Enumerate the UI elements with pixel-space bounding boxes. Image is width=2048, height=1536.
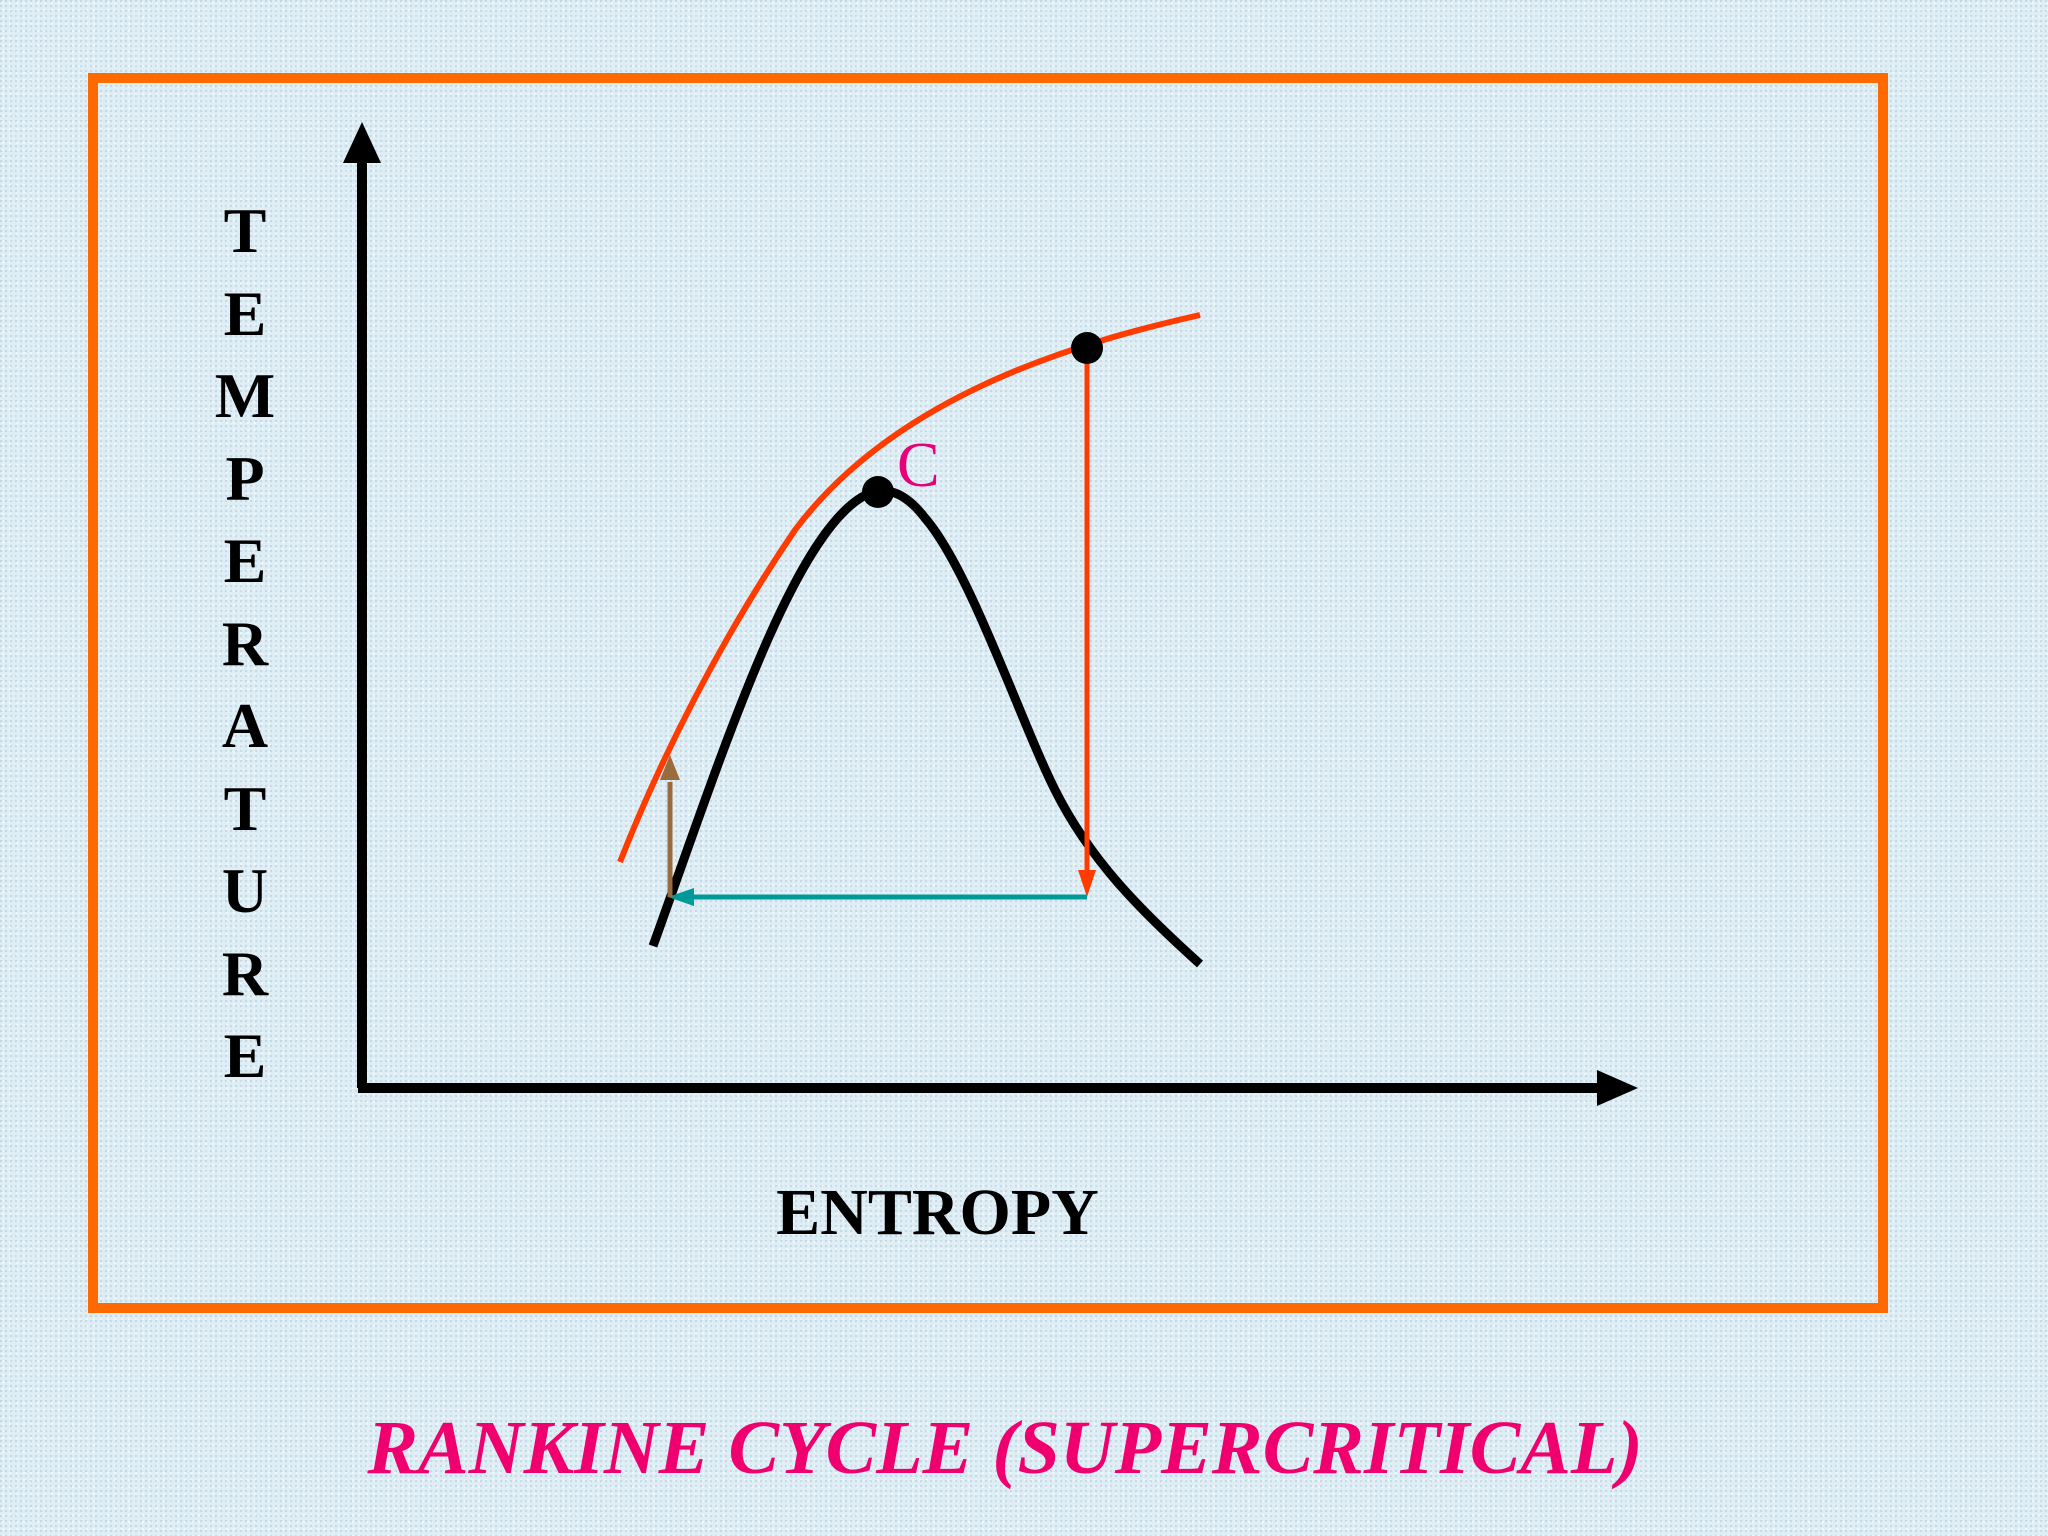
y-axis-label-letter: P bbox=[225, 442, 265, 514]
y-axis-label-letter: R bbox=[221, 937, 269, 1009]
y-axis-label-letter: R bbox=[221, 607, 269, 679]
x-axis-label: ENTROPY bbox=[776, 1176, 1099, 1249]
turbine-inlet-marker bbox=[1071, 332, 1103, 364]
y-axis-label-letter: E bbox=[223, 1020, 267, 1091]
y-axis-label-letter: A bbox=[221, 690, 269, 761]
y-axis-label-letter: T bbox=[223, 195, 267, 266]
y-axis-label-letter: T bbox=[223, 772, 267, 844]
critical-point-marker bbox=[862, 476, 894, 508]
y-axis-label-letter: E bbox=[223, 525, 267, 596]
x-axis-arrowhead bbox=[1597, 1070, 1638, 1106]
y-axis-label-letter: U bbox=[221, 855, 269, 926]
supercritical-isobar bbox=[617, 312, 1201, 864]
diagram-frame bbox=[88, 73, 1888, 1313]
slide-title: RANKINE CYCLE (SUPERCRITICAL) bbox=[367, 1406, 1643, 1490]
y-axis-arrowhead bbox=[343, 122, 381, 163]
condensation-arrowhead bbox=[668, 888, 694, 906]
expansion-arrowhead bbox=[1078, 870, 1096, 897]
y-axis-label-letter: E bbox=[223, 277, 267, 349]
pump-arrowhead bbox=[660, 755, 680, 780]
saturation-dome bbox=[648, 486, 1204, 968]
critical-point-label: C bbox=[897, 429, 940, 500]
y-axis-label-letter: M bbox=[214, 360, 276, 431]
